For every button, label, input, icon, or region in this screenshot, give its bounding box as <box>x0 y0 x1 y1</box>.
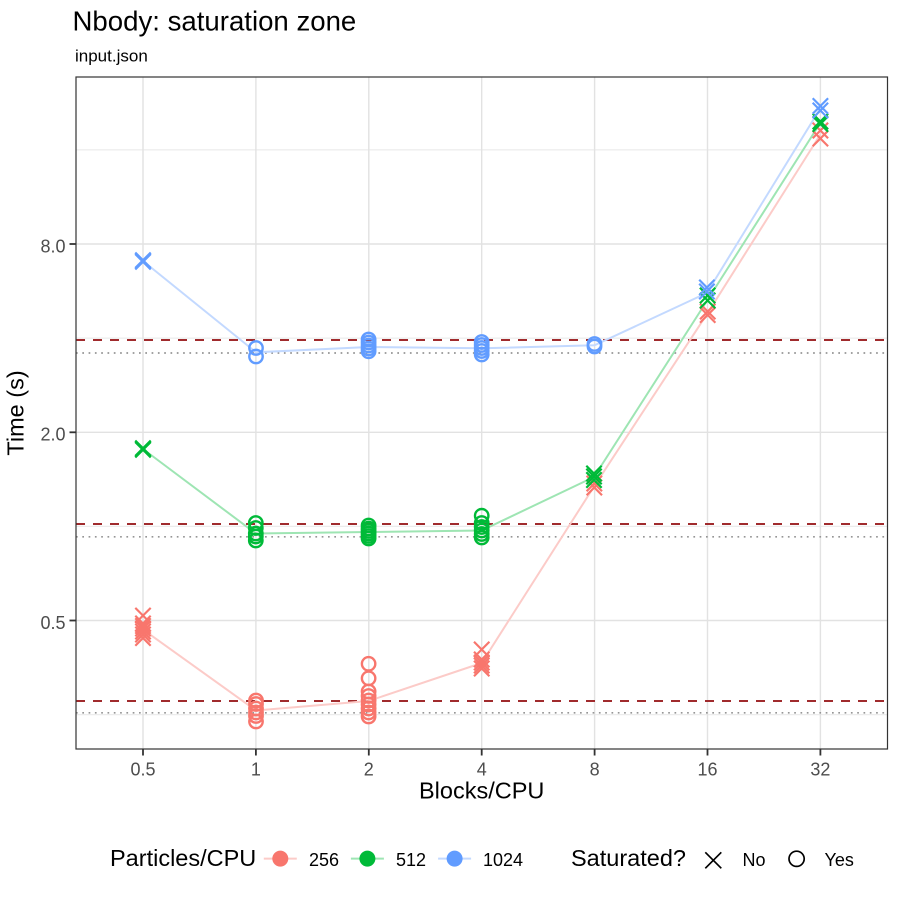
svg-text:4: 4 <box>477 760 487 780</box>
svg-text:Nbody: saturation zone: Nbody: saturation zone <box>73 6 357 37</box>
svg-text:2.0: 2.0 <box>40 425 65 445</box>
svg-text:Yes: Yes <box>825 850 854 870</box>
svg-text:0.5: 0.5 <box>40 613 65 633</box>
svg-text:No: No <box>743 850 766 870</box>
svg-text:0.5: 0.5 <box>130 760 155 780</box>
svg-text:Particles/CPU: Particles/CPU <box>110 845 256 871</box>
svg-text:Saturated?: Saturated? <box>571 845 686 871</box>
svg-text:Time (s): Time (s) <box>3 370 29 455</box>
svg-text:8: 8 <box>590 760 600 780</box>
svg-text:16: 16 <box>697 760 717 780</box>
svg-text:512: 512 <box>396 850 426 870</box>
svg-text:32: 32 <box>810 760 830 780</box>
svg-text:256: 256 <box>309 850 339 870</box>
svg-text:input.json: input.json <box>75 47 148 66</box>
svg-text:2: 2 <box>364 760 374 780</box>
svg-text:Blocks/CPU: Blocks/CPU <box>419 778 544 804</box>
svg-text:8.0: 8.0 <box>40 236 65 256</box>
svg-text:1024: 1024 <box>483 850 523 870</box>
svg-text:1: 1 <box>251 760 261 780</box>
